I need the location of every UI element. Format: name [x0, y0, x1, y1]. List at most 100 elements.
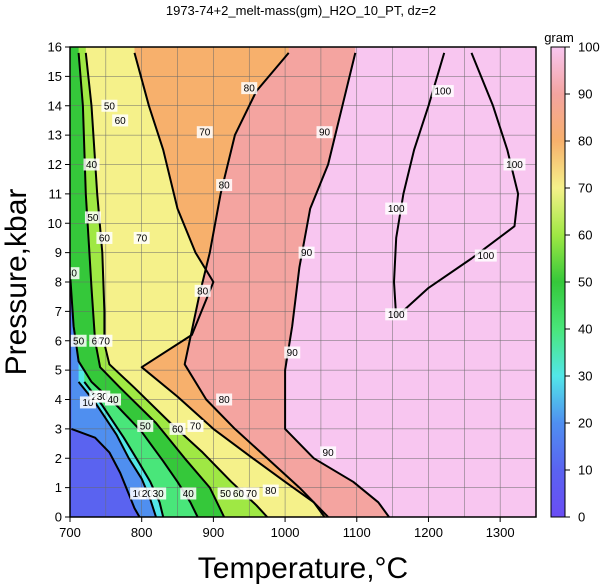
contour-50 — [77, 52, 225, 517]
contour-label-70-2: 70 — [190, 421, 202, 432]
grid-lines — [70, 47, 536, 517]
contour-label-80-4: 80 — [265, 486, 277, 497]
contour-label-bg — [112, 114, 129, 127]
contour-label-bg — [320, 446, 337, 459]
contour-label-40-0: 40 — [66, 269, 78, 280]
contour-label-30-0: 30 — [97, 392, 109, 403]
contour-label-90-3: 90 — [323, 448, 335, 459]
contour-label-bg — [180, 487, 197, 500]
contour-labels: 1010202030304040404050505050506060606060… — [66, 82, 526, 500]
contour-label-70-4: 70 — [199, 128, 211, 139]
x-axis-ticks: 700 800 900 1000 1100 1200 1300 — [59, 517, 515, 540]
x-tick-label-700: 700 — [59, 525, 81, 540]
contour-label-90-1: 90 — [301, 248, 313, 259]
contour-label-70-0: 70 — [136, 233, 148, 244]
contour-label-80-0: 80 — [244, 84, 256, 95]
contour-label-bg — [216, 393, 233, 406]
y-tick-label-0: 0 — [55, 510, 62, 525]
x-tick-label-1200: 1200 — [414, 525, 443, 540]
y-tick-label-2: 2 — [55, 451, 62, 466]
contour-label-bg — [284, 346, 301, 359]
contour-label-50-3: 50 — [220, 489, 232, 500]
contour-label-30-1: 30 — [153, 489, 165, 500]
y-tick-label-5: 5 — [55, 363, 62, 378]
y-tick-label-15: 15 — [48, 69, 62, 84]
contour-label-60-4: 60 — [115, 116, 127, 127]
contour-label-50-4: 50 — [104, 101, 116, 112]
y-tick-label-14: 14 — [48, 98, 62, 113]
colorbar-tick-label-30: 30 — [578, 369, 592, 384]
contour-label-bg — [385, 202, 408, 215]
colorbar-tick-label-0: 0 — [578, 510, 585, 525]
contour-label-bg — [316, 126, 333, 139]
contour-label-100-1: 100 — [506, 160, 523, 171]
colorbar-label: gram — [544, 30, 574, 45]
contour-label-bg — [243, 487, 260, 500]
contour-label-bg — [503, 158, 526, 171]
contour-80 — [183, 52, 329, 517]
contour-label-100-3: 100 — [477, 251, 494, 262]
contour-label-90-2: 90 — [287, 348, 299, 359]
contour-100 — [393, 52, 520, 319]
contour-label-100-0: 100 — [434, 87, 451, 98]
x-tick-label-800: 800 — [131, 525, 153, 540]
chart-title: 1973-74+2_melt-mass(gm)_H2O_10_PT, dz=2 — [166, 3, 436, 18]
colorbar-tick-label-10: 10 — [578, 463, 592, 478]
contour-label-50-2: 50 — [140, 421, 152, 432]
y-tick-label-1: 1 — [55, 480, 62, 495]
contour-label-bg — [133, 231, 150, 244]
colorbar: gram 0 10 20 30 40 50 60 70 80 90 100 — [544, 30, 600, 525]
contour-label-50-0: 50 — [87, 213, 99, 224]
contour-label-70-3: 70 — [246, 489, 258, 500]
contour-label-10-0: 10 — [82, 398, 94, 409]
colorbar-tick-label-60: 60 — [578, 228, 592, 243]
contour-label-bg — [216, 179, 233, 192]
contour-label-bg — [137, 419, 154, 432]
y-tick-label-11: 11 — [49, 186, 63, 201]
x-axis-label: Temperature,°C — [198, 552, 408, 585]
x-tick-label-1300: 1300 — [486, 525, 515, 540]
contour-label-60-3: 60 — [233, 489, 245, 500]
contour-label-bg — [241, 82, 258, 95]
contour-label-bg — [70, 334, 87, 347]
contour-label-100-2: 100 — [388, 204, 405, 215]
contour-label-bg — [70, 267, 80, 280]
x-tick-label-1100: 1100 — [343, 525, 371, 540]
plot-area: 1010202030304040404050505050506060606060… — [66, 47, 536, 517]
contour-label-bg — [298, 246, 315, 259]
contour-label-bg — [187, 419, 204, 432]
colorbar-fill — [550, 46, 566, 518]
contour-70 — [133, 52, 326, 517]
contour-label-50-1: 50 — [73, 336, 85, 347]
y-tick-label-8: 8 — [55, 275, 62, 290]
contour-label-40-3: 40 — [86, 160, 98, 171]
colorbar-ticks: 0 10 20 30 40 50 60 70 80 90 100 — [565, 40, 600, 525]
contour-label-bg — [385, 308, 408, 321]
contour-label-bg — [262, 484, 279, 497]
contour-label-80-3: 80 — [219, 395, 231, 406]
y-tick-label-12: 12 — [48, 157, 62, 172]
contour-label-bg — [194, 284, 211, 297]
contour-label-bg — [431, 85, 454, 98]
contour-60 — [84, 52, 268, 517]
x-tick-label-900: 900 — [203, 525, 225, 540]
colorbar-tick-label-80: 80 — [578, 134, 592, 149]
y-tick-label-13: 13 — [48, 128, 62, 143]
colorbar-tick-label-40: 40 — [578, 322, 592, 337]
colorbar-tick-label-70: 70 — [578, 181, 592, 196]
contour-label-80-2: 80 — [197, 286, 209, 297]
contour-label-60-2: 60 — [172, 424, 184, 435]
y-tick-label-7: 7 — [55, 304, 62, 319]
contour-label-40-2: 40 — [183, 489, 195, 500]
y-tick-label-6: 6 — [55, 333, 62, 348]
contour-label-bg — [84, 211, 101, 224]
contour-label-bg — [196, 126, 213, 139]
contour-label-70-1: 70 — [99, 336, 111, 347]
contour-label-100-4: 100 — [388, 310, 405, 321]
colorbar-tick-label-90: 90 — [578, 87, 592, 102]
contour-label-bg — [101, 99, 118, 112]
y-tick-label-4: 4 — [55, 392, 62, 407]
colorbar-tick-label-50: 50 — [578, 275, 592, 290]
